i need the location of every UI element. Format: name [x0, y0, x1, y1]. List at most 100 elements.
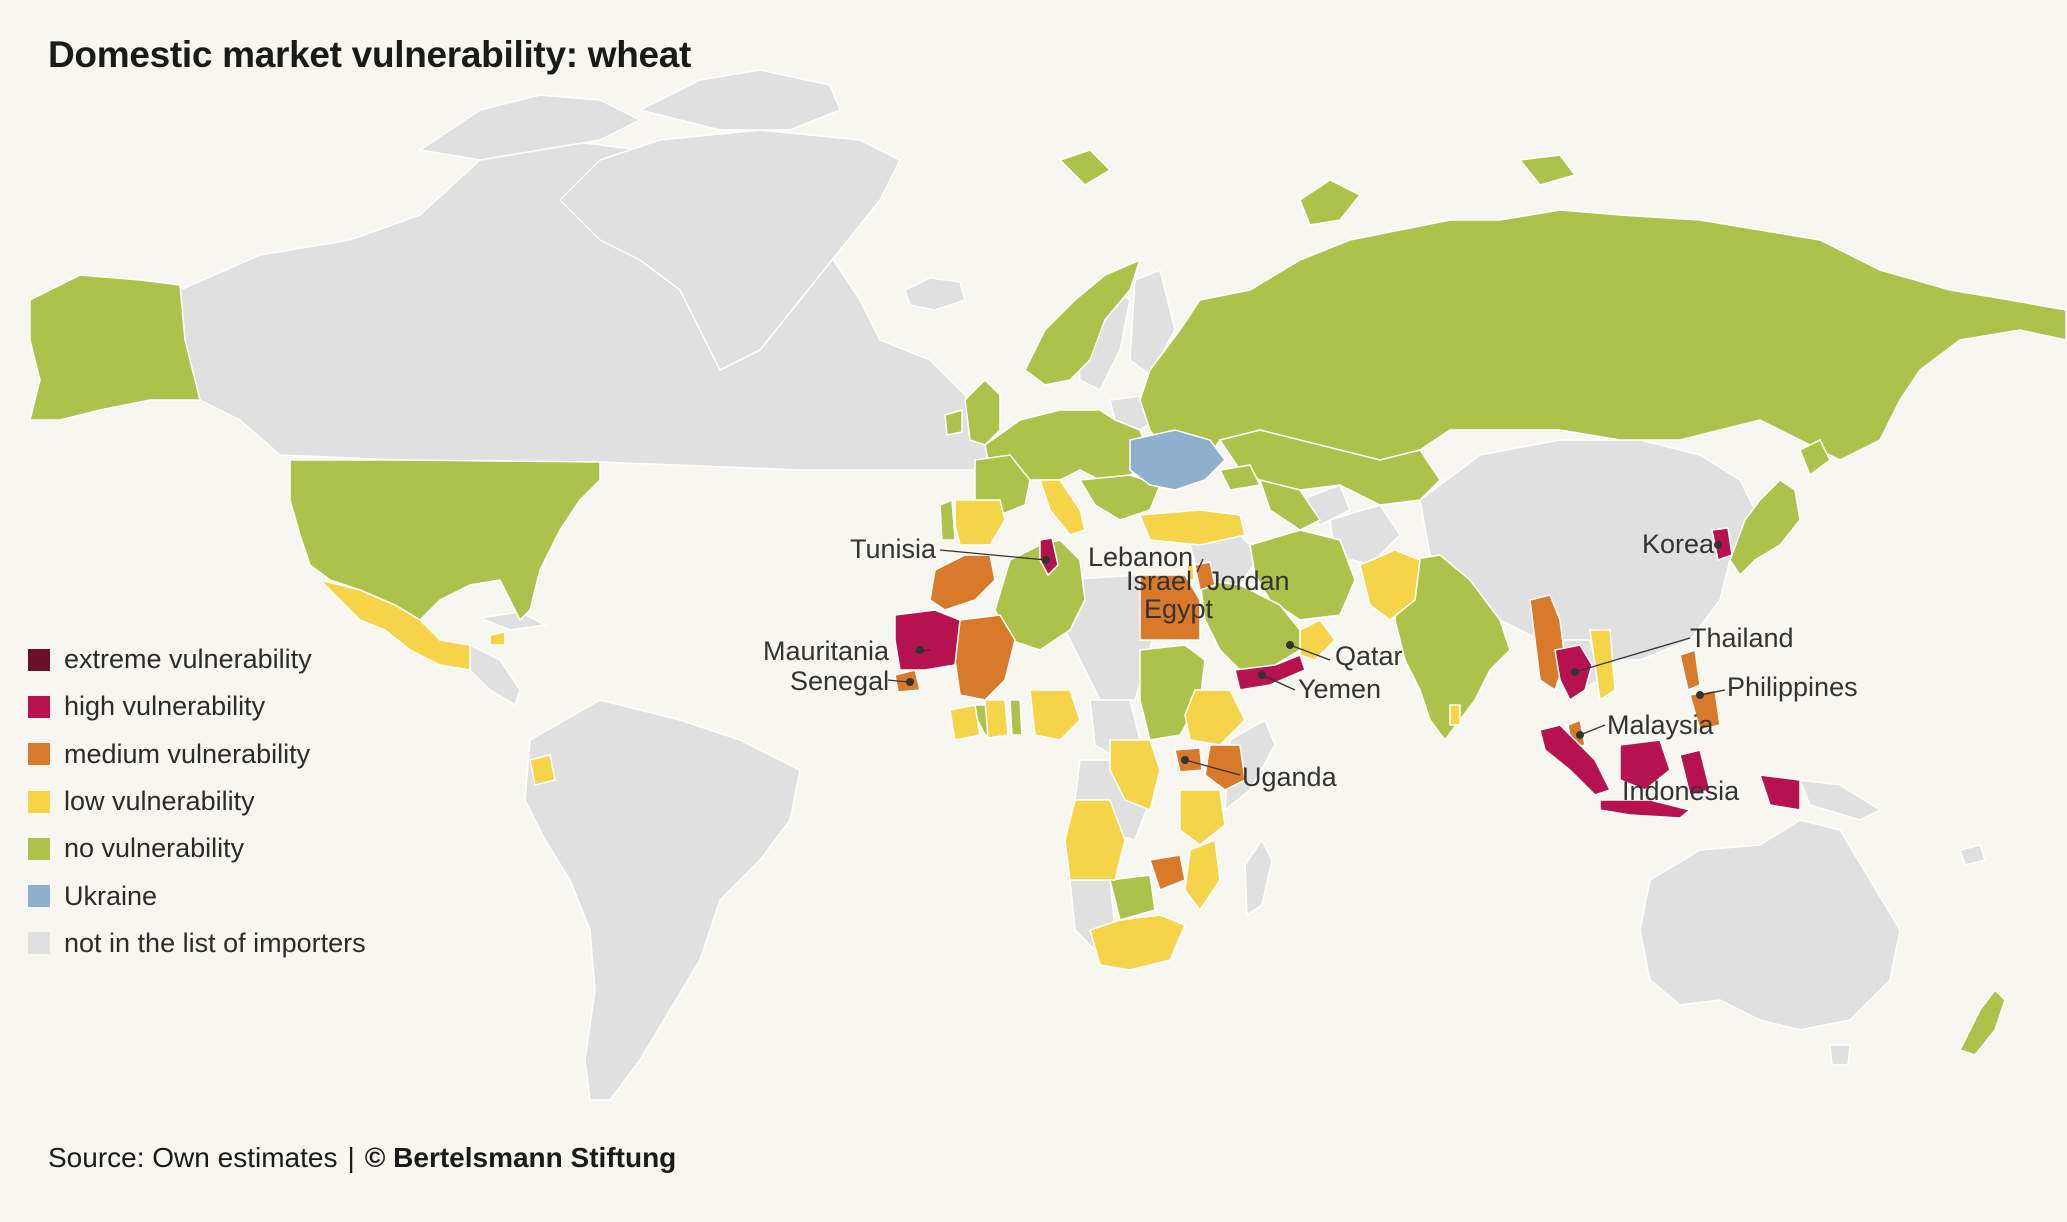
region-borneo — [1619, 739, 1671, 791]
region-madagascar — [1244, 838, 1273, 917]
footer-separator: | — [347, 1142, 355, 1173]
legend-label: high vulnerability — [64, 691, 266, 722]
label-malaysia: Malaysia — [1607, 710, 1715, 740]
region-ireland — [944, 408, 963, 436]
region-south-africa — [1089, 914, 1186, 971]
region-australia — [1639, 819, 1901, 1031]
label-israel: Israel — [1126, 566, 1192, 596]
region-usa — [289, 459, 601, 622]
legend-item-ukraine: Ukraine — [28, 872, 366, 919]
region-sri-lanka — [1449, 704, 1461, 726]
region-greenland — [558, 129, 902, 372]
region-cuba — [477, 611, 548, 631]
region-new-zealand — [1958, 988, 2006, 1056]
region-pacific — [1959, 844, 1986, 866]
legend-label: medium vulnerability — [64, 738, 311, 769]
region-jordan — [1194, 561, 1216, 591]
legend-item-extreme: extreme vulnerability — [28, 636, 366, 683]
region-ecuador — [529, 754, 556, 786]
region-svalbard — [1058, 149, 1112, 186]
label-jordan: Jordan — [1207, 566, 1290, 596]
legend-swatch — [28, 743, 50, 766]
legend-item-not-listed: not in the list of importers — [28, 920, 366, 967]
region-hokkaido — [1799, 438, 1831, 477]
label-uganda: Uganda — [1242, 762, 1338, 792]
map-legend: extreme vulnerability high vulnerability… — [28, 636, 366, 967]
region-tanzania — [1179, 789, 1226, 846]
label-korea: Korea — [1642, 529, 1715, 559]
region-somalia — [1224, 718, 1276, 812]
label-mauritania: Mauritania — [763, 636, 890, 666]
region-zimbabwe — [1149, 854, 1186, 891]
region-turkey — [1138, 509, 1246, 546]
label-senegal: Senegal — [790, 666, 889, 696]
region-norway — [1024, 258, 1142, 386]
region-russia-arctic-2 — [1518, 154, 1577, 186]
region-papua-indonesia — [1758, 774, 1801, 811]
label-egypt: Egypt — [1144, 594, 1214, 624]
copyright-credit: © Bertelsmann Stiftung — [364, 1142, 677, 1173]
region-central-america-grey — [469, 643, 521, 707]
region-iran — [1249, 529, 1356, 621]
label-philippines: Philippines — [1727, 672, 1858, 702]
legend-item-low: low vulnerability — [28, 778, 366, 825]
label-lebanon: Lebanon — [1088, 542, 1193, 572]
region-drc-south — [1109, 739, 1161, 812]
legend-swatch — [28, 648, 50, 671]
legend-label: Ukraine — [64, 880, 158, 911]
label-qatar: Qatar — [1335, 641, 1403, 671]
region-philippines-n — [1679, 649, 1701, 692]
region-kenya — [1204, 744, 1246, 791]
region-botswana — [1109, 874, 1156, 921]
region-alaska — [29, 274, 201, 421]
region-spain — [954, 499, 1006, 546]
region-morocco — [929, 554, 996, 611]
legend-swatch — [28, 790, 50, 813]
region-ukraine — [1129, 429, 1226, 491]
region-arctic-islands-2 — [637, 69, 841, 131]
map-title: Domestic market vulnerability: wheat — [48, 34, 692, 75]
region-egypt — [1139, 574, 1201, 641]
label-thailand: Thailand — [1690, 623, 1794, 653]
region-korea — [1711, 527, 1733, 561]
region-japan — [1729, 479, 1801, 577]
legend-label: extreme vulnerability — [64, 644, 312, 675]
region-portugal — [939, 498, 956, 541]
region-mali — [954, 614, 1016, 701]
legend-item-none: no vulnerability — [28, 825, 366, 872]
legend-swatch — [28, 695, 50, 718]
legend-label: not in the list of importers — [64, 927, 366, 958]
region-ivory-coast — [949, 704, 981, 741]
legend-swatch — [28, 885, 50, 908]
region-iceland — [904, 277, 966, 311]
region-sumatra — [1539, 724, 1612, 796]
legend-item-high: high vulnerability — [28, 683, 366, 730]
region-south-america — [524, 699, 801, 1101]
legend-label: no vulnerability — [64, 833, 245, 864]
region-russia — [1139, 209, 2067, 471]
region-ghana — [984, 699, 1009, 739]
region-dominican — [489, 631, 506, 646]
region-italy — [1038, 479, 1086, 536]
region-mauritania — [894, 609, 961, 671]
region-java — [1599, 799, 1692, 819]
region-uzbekistan — [1258, 478, 1322, 531]
region-georgia-azerbaijan — [1218, 464, 1262, 491]
region-philippines-s — [1689, 689, 1721, 731]
region-mexico — [317, 578, 471, 671]
region-tunisia — [1039, 537, 1059, 577]
region-vietnam — [1589, 629, 1616, 702]
region-tasmania — [1829, 1044, 1851, 1066]
region-arctic-islands — [418, 94, 642, 161]
legend-item-medium: medium vulnerability — [28, 731, 366, 778]
legend-swatch — [28, 932, 50, 955]
label-indonesia: Indonesia — [1622, 776, 1740, 806]
legend-swatch — [28, 837, 50, 860]
legend-label: low vulnerability — [64, 786, 255, 817]
label-yemen: Yemen — [1298, 674, 1381, 704]
footer: Source: Own estimates | © Bertelsmann Stif… — [48, 1142, 676, 1174]
region-uk — [964, 378, 1001, 446]
region-png — [1798, 779, 1882, 821]
region-israel — [1186, 561, 1195, 581]
